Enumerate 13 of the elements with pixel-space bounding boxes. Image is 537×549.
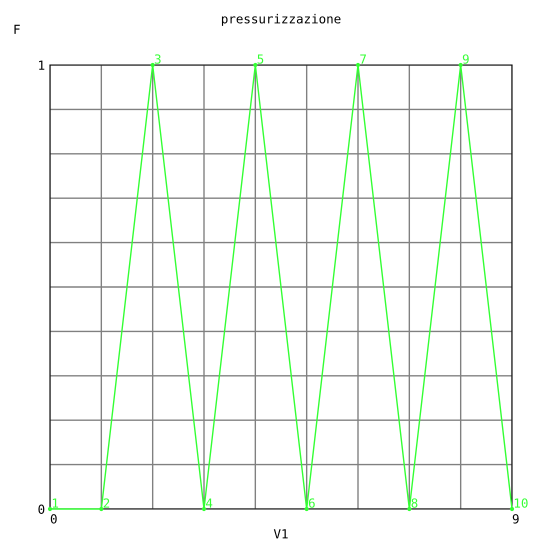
annotation: 10	[514, 498, 528, 508]
annotation: 7	[360, 54, 366, 64]
annotation: 8	[412, 498, 418, 508]
annotation: 1	[52, 498, 58, 508]
chart-title: pressurizzazione	[222, 14, 340, 26]
annotation: 4	[206, 498, 212, 508]
annotation: 3	[154, 54, 161, 64]
y-axis-title: F	[14, 24, 20, 34]
annotation: 5	[258, 54, 264, 64]
annotation: 9	[462, 54, 469, 64]
annotation: 2	[104, 498, 110, 508]
annotation: 6	[308, 498, 315, 508]
x-axis-title: V1	[274, 529, 288, 538]
